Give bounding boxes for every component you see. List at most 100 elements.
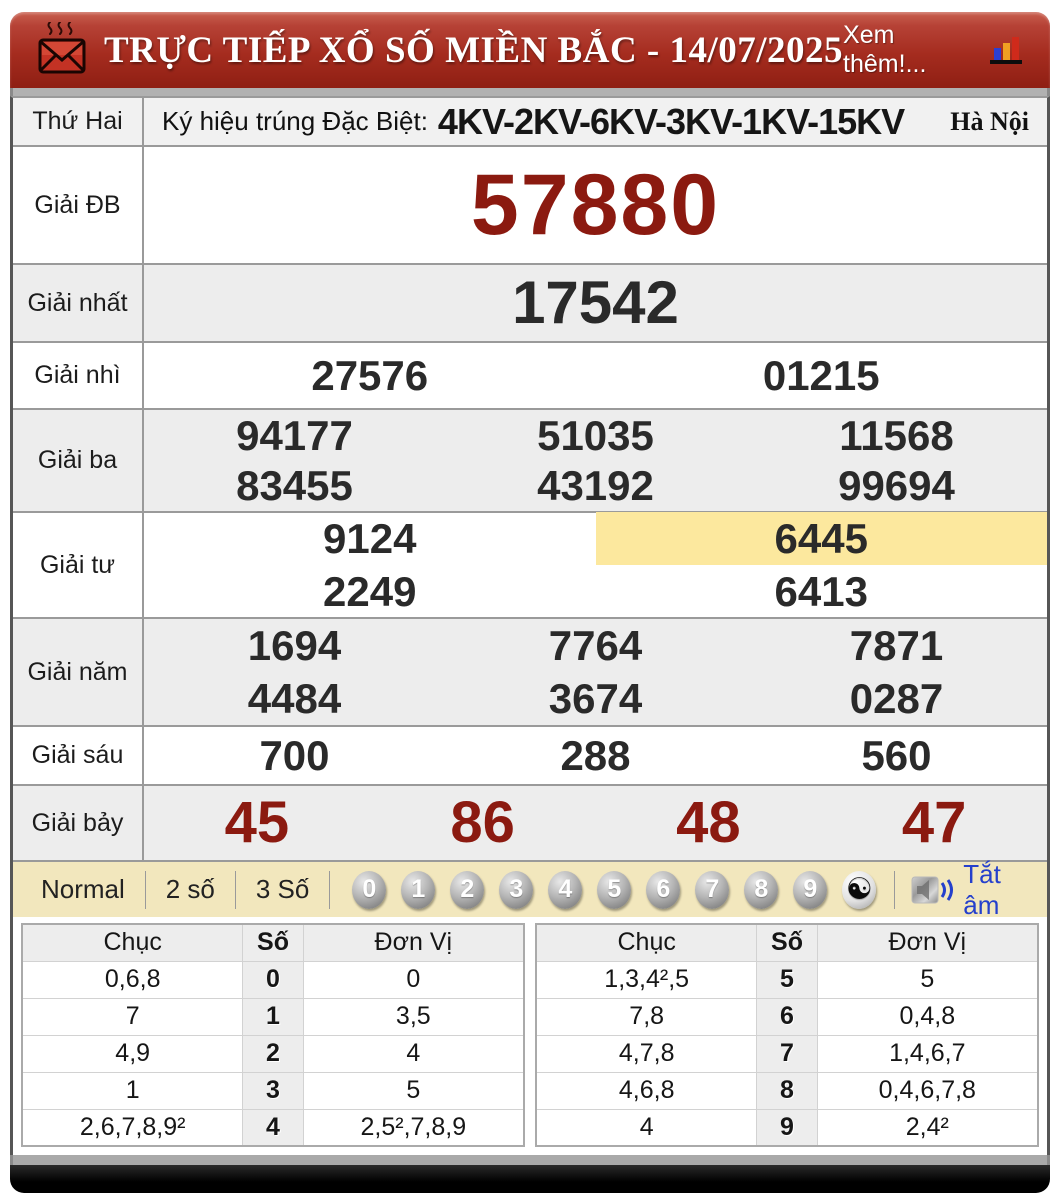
prize-number: 48 — [676, 790, 741, 855]
number-ball-9[interactable]: 9 — [793, 870, 828, 909]
see-more-link[interactable]: Xem thêm!... — [843, 21, 1024, 79]
prize-number: 4484 — [247, 675, 342, 722]
mute-toggle[interactable]: Tắt âm — [911, 859, 1039, 921]
column-header-units: Đơn Vị — [816, 923, 1039, 962]
prize-number: 51035 — [537, 411, 654, 459]
footer-divider — [10, 1155, 1050, 1165]
prize-row-fourth: Giải tư 9124 6445 2249 6413 — [13, 512, 1047, 619]
prize-label-first: Giải nhất — [13, 265, 144, 341]
prize-number: 288 — [560, 731, 631, 779]
digit-cell: 6 — [756, 997, 818, 1036]
digit-cell: 7 — [756, 1034, 818, 1073]
prize-number: 0287 — [849, 675, 944, 722]
digit-cell: 4 — [242, 1108, 304, 1147]
table-row: 7,8 6 0,4,8 — [535, 997, 1039, 1036]
number-ball-1[interactable]: 1 — [401, 870, 436, 909]
see-more-label: Xem thêm!... — [843, 21, 927, 78]
units-cell: 5 — [816, 960, 1039, 999]
mode-3-digit-button[interactable]: 3 Số — [255, 874, 310, 904]
prize-number: 9124 — [323, 515, 417, 562]
tens-cell: 1 — [21, 1071, 244, 1110]
digit-cell: 3 — [242, 1071, 304, 1110]
prize-row-seventh: Giải bảy 45 86 48 47 — [13, 786, 1047, 862]
tens-cell: 4 — [535, 1108, 758, 1147]
number-ball-7[interactable]: 7 — [695, 870, 730, 909]
prize-label-sixth: Giải sáu — [13, 727, 144, 784]
table-row: 4 9 2,4² — [535, 1108, 1039, 1147]
number-ball-3[interactable]: 3 — [499, 870, 534, 909]
prize-number: 1694 — [247, 622, 342, 669]
number-ball-0[interactable]: 0 — [352, 870, 387, 909]
table-row: 2,6,7,8,9² 4 2,5²,7,8,9 — [21, 1108, 525, 1147]
tens-cell: 1,3,4²,5 — [535, 960, 758, 999]
table-row: 4,9 2 4 — [21, 1034, 525, 1073]
digit-cell: 0 — [242, 960, 304, 999]
divider — [234, 870, 236, 909]
prize-label-fifth: Giải năm — [13, 619, 144, 725]
digit-cell: 9 — [756, 1108, 818, 1147]
prize-number: 7764 — [548, 622, 643, 669]
prize-row-fifth: Giải năm 1694 7764 7871 4484 3674 0287 — [13, 619, 1047, 727]
yin-yang-ball[interactable]: ☯ — [842, 870, 877, 909]
prize-number: 43192 — [537, 461, 654, 509]
units-cell: 0,4,8 — [816, 997, 1039, 1036]
table-row: 1 3 5 — [21, 1071, 525, 1110]
prize-row-sixth: Giải sáu 700 288 560 — [13, 727, 1047, 786]
header-divider — [10, 88, 1050, 96]
mode-normal-button[interactable]: Normal — [41, 874, 125, 904]
tens-cell: 0,6,8 — [21, 960, 244, 999]
column-header-digit: Số — [756, 923, 818, 962]
number-ball-8[interactable]: 8 — [744, 870, 779, 909]
prize-number: 83455 — [236, 461, 353, 509]
column-header-units: Đơn Vị — [302, 923, 525, 962]
table-row: 0,6,8 0 0 — [21, 960, 525, 999]
column-header-tens: Chục — [21, 923, 244, 962]
controls-bar: Normal 2 số 3 Số 0 1 2 3 4 5 6 7 8 9 ☯ — [13, 859, 1047, 920]
prize-number: 94177 — [236, 411, 353, 459]
mode-2-digit-button[interactable]: 2 số — [165, 874, 215, 904]
stats-table-left: Chục Số Đơn Vị 0,6,8 0 0 7 1 3,5 4,9 2 — [21, 923, 525, 1147]
special-sign-value: 4KV-2KV-6KV-3KV-1KV-15KV — [437, 100, 905, 142]
column-header-digit: Số — [242, 923, 304, 962]
special-sign-label: Ký hiệu trúng Đặc Biệt: — [162, 106, 428, 136]
prize-number: 560 — [861, 731, 932, 779]
prize-row-second: Giải nhì 27576 01215 — [13, 343, 1047, 410]
digit-cell: 5 — [756, 960, 818, 999]
prize-number: 3674 — [548, 675, 643, 722]
number-ball-row: 0 1 2 3 4 5 6 7 8 9 ☯ — [352, 870, 877, 909]
prize-number: 47 — [901, 790, 967, 855]
units-cell: 4 — [302, 1034, 525, 1073]
prize-label-seventh: Giải bảy — [13, 786, 144, 860]
table-header-row: Chục Số Đơn Vị — [21, 923, 525, 962]
prize-row-first: Giải nhất 17542 — [13, 265, 1047, 343]
special-sign-cell: Ký hiệu trúng Đặc Biệt: 4KV-2KV-6KV-3KV-… — [144, 98, 1047, 145]
table-row: 1,3,4²,5 5 5 — [535, 960, 1039, 999]
statistics-section: Chục Số Đơn Vị 0,6,8 0 0 7 1 3,5 4,9 2 — [13, 917, 1047, 1155]
units-cell: 2,5²,7,8,9 — [302, 1108, 525, 1147]
prize-number: 700 — [259, 731, 330, 779]
prize-number-highlighted: 6445 — [595, 512, 1047, 565]
bar-chart-icon — [988, 34, 1024, 66]
prize-number: 99694 — [838, 461, 955, 509]
tens-cell: 4,9 — [21, 1034, 244, 1073]
number-ball-2[interactable]: 2 — [450, 870, 485, 909]
units-cell: 0,4,6,7,8 — [816, 1071, 1039, 1110]
prize-number: 45 — [224, 790, 290, 855]
prize-label-third: Giải ba — [13, 410, 144, 511]
results-frame: Thứ Hai Ký hiệu trúng Đặc Biệt: 4KV-2KV-… — [10, 96, 1050, 1155]
prize-number-first: 17542 — [512, 269, 679, 336]
prize-number: 7871 — [849, 622, 944, 669]
number-ball-5[interactable]: 5 — [597, 870, 632, 909]
prize-number: 01215 — [762, 351, 880, 399]
tens-cell: 7 — [21, 997, 244, 1036]
number-ball-4[interactable]: 4 — [548, 870, 583, 909]
prize-number: 86 — [450, 790, 515, 855]
number-ball-6[interactable]: 6 — [646, 870, 681, 909]
units-cell: 1,4,6,7 — [816, 1034, 1039, 1073]
weekday-label: Thứ Hai — [13, 98, 144, 145]
digit-cell: 8 — [756, 1071, 818, 1110]
units-cell: 0 — [302, 960, 525, 999]
table-row: 4,6,8 8 0,4,6,7,8 — [535, 1071, 1039, 1110]
prize-number-special: 57880 — [470, 157, 721, 253]
info-row: Thứ Hai Ký hiệu trúng Đặc Biệt: 4KV-2KV-… — [13, 98, 1047, 147]
